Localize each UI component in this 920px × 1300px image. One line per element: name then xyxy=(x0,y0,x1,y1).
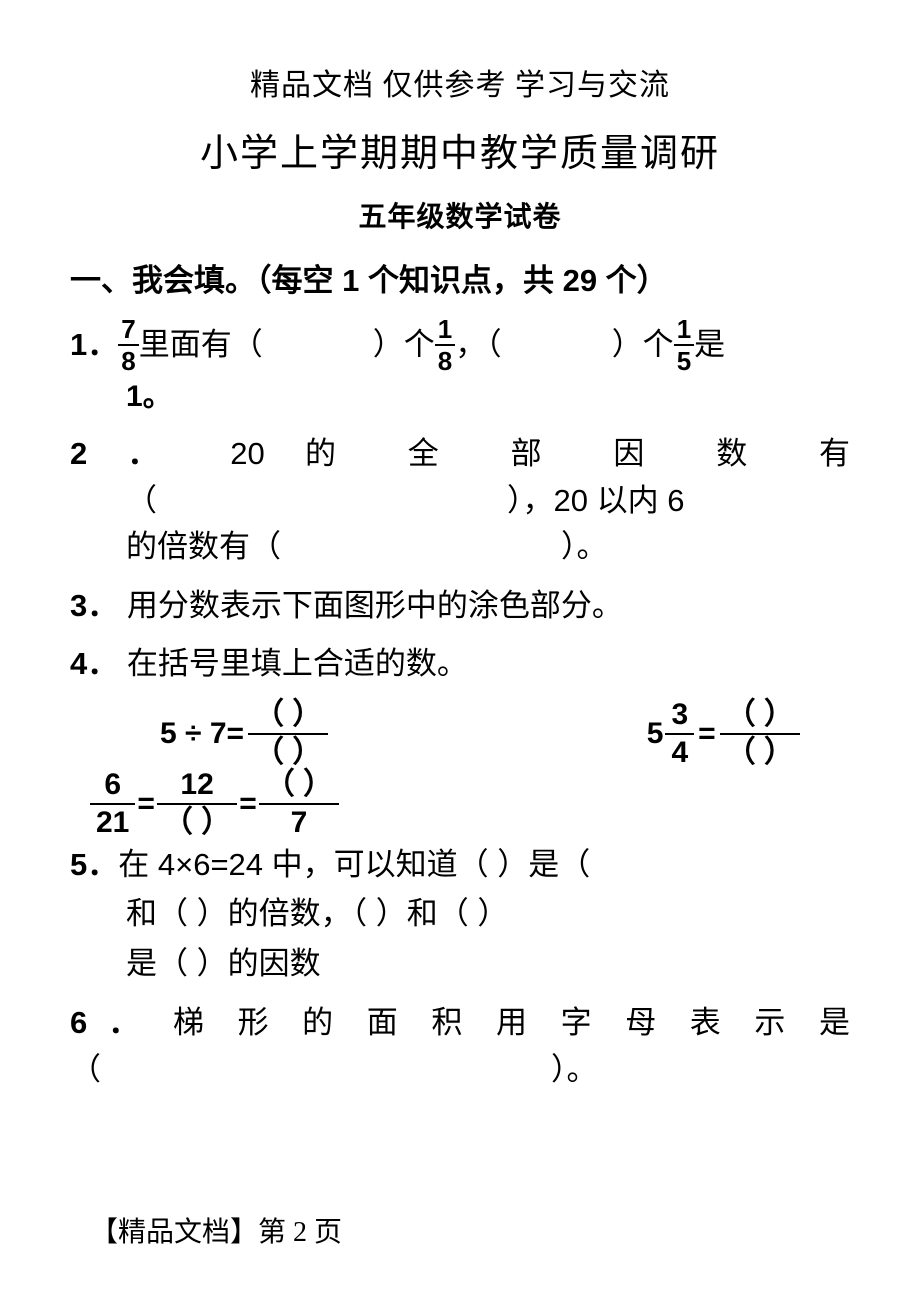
q1-frac-3: 1 5 xyxy=(674,316,694,374)
q1-frac-2: 1 8 xyxy=(435,316,455,374)
doc-title: 小学上学期期中教学质量调研 xyxy=(70,122,850,177)
page-footer: 【精品文档】第 2 页 xyxy=(90,1210,342,1250)
q4-eq2-mixed: 5 3 4 xyxy=(647,700,694,768)
q4-eq3-eq2: = xyxy=(239,787,257,821)
section-1-heading: 一、我会填。（每空 1 个知识点，共 29 个） xyxy=(70,255,850,300)
q1-trail: 1。 xyxy=(126,374,850,419)
q2-line2-b: ），20 以内 6 xyxy=(507,483,684,518)
question-4: 4． 在括号里填上合适的数。 xyxy=(70,641,850,688)
q4-eq3-frac-b: 12 （ ） xyxy=(157,770,237,838)
question-2: 2 ． 20 的 全 部 因 数 有 （ ），20 以内 6 的倍数有（ ）。 xyxy=(70,431,850,571)
q5-number: 5． xyxy=(70,847,118,882)
q2-line3-a: 的倍数有（ xyxy=(126,529,281,564)
q1-text-4: ）个 xyxy=(612,322,674,369)
q2-line1: 20 的 全 部 因 数 有 xyxy=(190,436,850,471)
q1-text-1: 里面有（ xyxy=(139,322,263,369)
q6-line2-b: ）。 xyxy=(551,1052,598,1087)
q3-text: 用分数表示下面图形中的涂色部分。 xyxy=(118,588,623,623)
doc-subtitle: 五年级数学试卷 xyxy=(70,195,850,235)
q2-number: 2 ． xyxy=(70,436,190,471)
question-6: 6 ． 梯 形 的 面 积 用 字 母 表 示 是 （ ）。 xyxy=(70,1000,850,1093)
q6-line1: 梯 形 的 面 积 用 字 母 表 示 是 xyxy=(152,1005,850,1040)
footer-label: 【精品文档】第 xyxy=(90,1217,293,1248)
q1-frac-1: 7 8 xyxy=(118,316,138,374)
q2-line2-a: （ xyxy=(126,483,157,518)
q4-eq3-frac-c: （ ） 7 xyxy=(259,770,339,838)
question-3: 3． 用分数表示下面图形中的涂色部分。 xyxy=(70,583,850,630)
q4-equations-row1: 5 ÷ 7= （ ） （ ） 5 3 4 = （ ） （ ） xyxy=(70,700,850,768)
q4-number: 4． xyxy=(70,646,118,681)
q4-eq1: 5 ÷ 7= （ ） （ ） xyxy=(160,700,328,768)
q4-eq1-left: 5 ÷ 7= xyxy=(160,717,244,751)
q5-text-3: 是（ ）的因数 xyxy=(70,939,850,989)
q1-text-5: 是 xyxy=(694,322,725,369)
footer-suffix: 页 xyxy=(307,1217,342,1248)
q4-eq3-eq1: = xyxy=(137,787,155,821)
q1-text-2: ）个 xyxy=(373,322,435,369)
doc-header: 精品文档 仅供参考 学习与交流 xyxy=(70,60,850,104)
q2-line3-b: ）。 xyxy=(561,529,608,564)
q4-equations-row2: 6 21 = 12 （ ） = （ ） 7 xyxy=(70,770,850,838)
q5-text-1: 在 4×6=24 中，可以知道（ ）是（ xyxy=(118,847,590,882)
q4-text: 在括号里填上合适的数。 xyxy=(118,646,468,681)
question-5: 5．在 4×6=24 中，可以知道（ ）是（ 和（ ）的倍数，（ ）和（ ） 是… xyxy=(70,840,850,989)
footer-page-num: 2 xyxy=(293,1217,307,1248)
q6-number: 6 ． xyxy=(70,1005,152,1040)
q5-text-2: 和（ ）的倍数，（ ）和（ ） xyxy=(70,889,850,939)
q4-eq2-eq: = xyxy=(698,717,716,751)
q4-eq2: 5 3 4 = （ ） （ ） xyxy=(647,700,800,768)
q3-number: 3． xyxy=(70,588,118,623)
q1-number: 1． xyxy=(70,322,118,369)
q4-eq3-frac-a: 6 21 xyxy=(90,770,135,838)
q1-text-3: ，（ xyxy=(455,322,502,369)
q4-eq2-frac: （ ） （ ） xyxy=(720,700,800,768)
q6-line2-a: （ xyxy=(70,1052,101,1087)
q4-eq1-frac: （ ） （ ） xyxy=(248,700,328,768)
question-1: 1． 7 8 里面有（ ）个 1 8 ，（ ）个 1 5 是 1。 xyxy=(70,316,850,419)
